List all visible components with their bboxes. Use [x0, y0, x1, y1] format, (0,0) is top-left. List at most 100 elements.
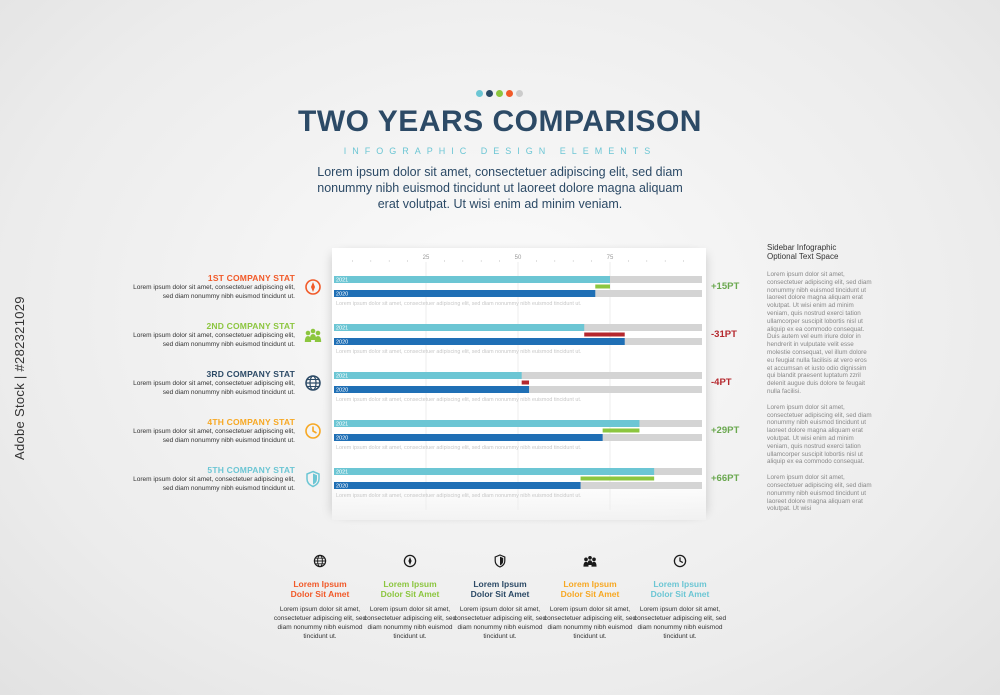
delta-label: +29PT — [711, 425, 740, 436]
delta-label: +66PT — [711, 473, 740, 484]
watermark-text: Adobe Stock | #282321029 — [12, 296, 27, 460]
bar-row: 2021 2020 Lorem ipsum dolor sit amet, cons… — [334, 324, 702, 355]
difference-marker — [580, 476, 655, 481]
year-label-2020: 2020 — [336, 436, 348, 442]
sidebar: Sidebar Infographic Optional Text Space … — [767, 243, 872, 513]
bar-2021 — [334, 324, 585, 331]
row-stat-description: Lorem ipsum dolor sit amet, consectetuer… — [133, 284, 295, 291]
column-title: Lorem Ipsum — [653, 579, 707, 589]
people-icon — [583, 555, 597, 567]
difference-marker — [602, 428, 640, 433]
info-column: Lorem Ipsum Dolor Sit Amet Lorem ipsum dol… — [270, 553, 370, 641]
row-label: 1ST COMPANY STAT Lorem ipsum dolor sit am… — [80, 273, 295, 301]
sidebar-paragraph-1: Lorem ipsum dolor sit amet, consectetuer… — [767, 271, 872, 395]
year-label-2020: 2020 — [336, 340, 348, 346]
column-description: Lorem ipsum dolor sit amet, consectetuer… — [363, 606, 457, 640]
row-stat-title: 3RD COMPANY STAT — [206, 369, 295, 379]
bar-caption: Lorem ipsum dolor sit amet, consectetuer… — [336, 397, 581, 403]
year-label-2021: 2021 — [336, 374, 348, 380]
column-title: Lorem Ipsum — [563, 579, 617, 589]
row-stat-description: Lorem ipsum dolor sit amet, consectetuer… — [133, 332, 295, 339]
clock-icon — [305, 423, 321, 439]
row-stat-description: sed diam nonummy nibh euismod tincidunt … — [162, 341, 295, 348]
clock-icon — [305, 423, 321, 439]
bar-2021 — [334, 420, 640, 427]
compass-icon — [305, 279, 321, 295]
globe-icon — [313, 554, 327, 568]
page-subtitle: INFOGRAPHIC DESIGN ELEMENTS — [343, 146, 657, 156]
delta-label: -31PT — [711, 329, 737, 340]
intro-text: Lorem ipsum dolor sit amet, consectetuer… — [317, 165, 683, 211]
row-label: 4TH COMPANY STAT Lorem ipsum dolor sit am… — [80, 417, 295, 445]
bar-row: 2021 2020 Lorem ipsum dolor sit amet, cons… — [334, 468, 702, 499]
row-stat-title: 4TH COMPANY STAT — [207, 417, 295, 427]
delta-label: -4PT — [711, 377, 732, 388]
shield-icon — [494, 554, 506, 568]
year-label-2021: 2021 — [336, 470, 348, 476]
bar-2020 — [334, 290, 596, 297]
compass-icon — [403, 554, 417, 568]
year-label-2021: 2021 — [336, 326, 348, 332]
difference-marker — [584, 332, 625, 337]
row-stat-description: Lorem ipsum dolor sit amet, consectetuer… — [133, 476, 295, 483]
bar-row: 2021 2020 Lorem ipsum dolor sit amet, cons… — [334, 276, 702, 307]
info-column: Lorem Ipsum Dolor Sit Amet Lorem ipsum dol… — [360, 553, 460, 641]
year-label-2020: 2020 — [336, 388, 348, 394]
column-description: Lorem ipsum dolor sit amet, consectetuer… — [633, 606, 727, 640]
compass-icon — [305, 279, 321, 295]
year-label-2021: 2021 — [336, 422, 348, 428]
difference-marker — [521, 380, 530, 385]
header-dots — [476, 90, 523, 97]
bar-caption: Lorem ipsum dolor sit amet, consectetuer… — [336, 445, 581, 451]
page-title: TWO YEARS COMPARISON — [298, 105, 702, 138]
bar-caption: Lorem ipsum dolor sit amet, consectetuer… — [336, 349, 581, 355]
row-stat-description: sed diam nonummy nibh euismod tincidunt … — [162, 485, 295, 492]
column-title: Lorem Ipsum — [293, 579, 347, 589]
column-title: Dolor Sit Amet — [290, 589, 350, 599]
year-label-2020: 2020 — [336, 484, 348, 490]
row-stat-description: Lorem ipsum dolor sit amet, consectetuer… — [133, 428, 295, 435]
people-icon — [583, 555, 597, 567]
delta-label: +15PT — [711, 281, 740, 292]
x-tick-label: 50 — [515, 255, 522, 261]
header-dot — [516, 90, 523, 97]
globe-icon — [313, 554, 327, 568]
bar-caption: Lorem ipsum dolor sit amet, consectetuer… — [336, 301, 581, 307]
difference-marker — [595, 284, 610, 289]
row-label: 5TH COMPANY STAT Lorem ipsum dolor sit am… — [80, 465, 295, 493]
sidebar-paragraph-2: Lorem ipsum dolor sit amet, consectetuer… — [767, 403, 872, 466]
info-column: Lorem Ipsum Dolor Sit Amet Lorem ipsum dol… — [450, 553, 550, 641]
row-label: 3RD COMPANY STAT Lorem ipsum dolor sit am… — [80, 369, 295, 397]
column-title: Dolor Sit Amet — [470, 589, 530, 599]
row-stat-title: 1ST COMPANY STAT — [207, 273, 295, 283]
bar-2021 — [334, 276, 610, 283]
sidebar-heading-1: Sidebar Infographic — [767, 243, 837, 252]
globe-icon — [305, 375, 321, 391]
bar-2020 — [334, 482, 581, 489]
header-dot — [476, 90, 483, 97]
column-title: Lorem Ipsum — [383, 579, 437, 589]
row-stat-description: sed diam nonummy nibh euismod tincidunt … — [162, 437, 295, 444]
row-label: 2ND COMPANY STAT Lorem ipsum dolor sit am… — [80, 321, 295, 349]
row-stat-description: sed diam nonummy nibh euismod tincidunt … — [162, 389, 295, 396]
bar-2020 — [334, 338, 625, 345]
sidebar-paragraph-3: Lorem ipsum dolor sit amet, consectetuer… — [767, 474, 872, 513]
globe-icon — [305, 375, 321, 391]
column-description: Lorem ipsum dolor sit amet, consectetuer… — [273, 606, 367, 640]
comparison-bar-chart: 25 50 75 2021 2020 Lorem ipsum dolor sit amet… — [334, 255, 702, 510]
column-title: Dolor Sit Amet — [560, 589, 620, 599]
row-stat-title: 2ND COMPANY STAT — [206, 321, 295, 331]
compass-icon — [403, 554, 417, 568]
column-title: Dolor Sit Amet — [650, 589, 710, 599]
bar-row: 2021 2020 Lorem ipsum dolor sit amet, cons… — [334, 420, 702, 451]
bar-row: 2021 2020 Lorem ipsum dolor sit amet, cons… — [334, 372, 702, 403]
column-description: Lorem ipsum dolor sit amet, consectetuer… — [543, 606, 637, 640]
x-tick-label: 25 — [423, 255, 430, 261]
column-title: Dolor Sit Amet — [380, 589, 440, 599]
info-column: Lorem Ipsum Dolor Sit Amet Lorem ipsum dol… — [630, 553, 730, 641]
header-dot — [506, 90, 513, 97]
year-label-2021: 2021 — [336, 278, 348, 284]
x-tick-label: 75 — [607, 255, 614, 261]
bar-2021 — [334, 468, 655, 475]
column-description: Lorem ipsum dolor sit amet, consectetuer… — [453, 606, 547, 640]
